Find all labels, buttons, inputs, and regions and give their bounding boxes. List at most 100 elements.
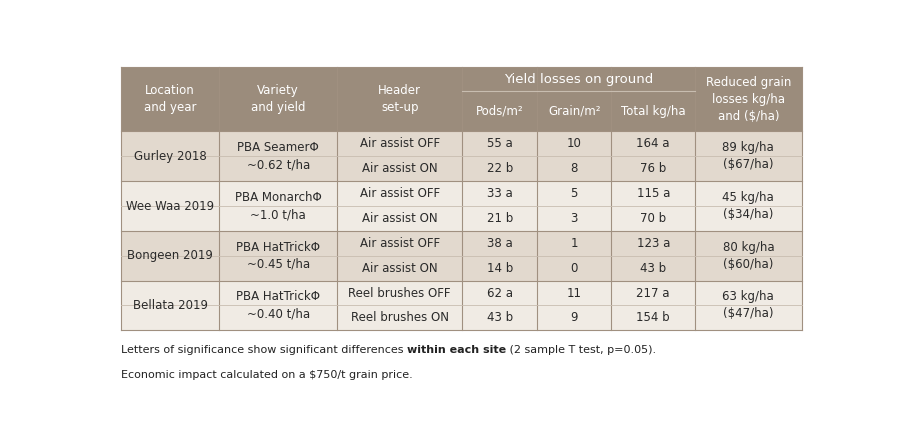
Bar <box>338 132 463 156</box>
Bar <box>611 231 695 256</box>
Text: PBA HatTrickΦ
~0.45 t/ha: PBA HatTrickΦ ~0.45 t/ha <box>236 241 320 271</box>
Bar <box>463 181 537 206</box>
Text: Reel brushes OFF: Reel brushes OFF <box>348 287 451 300</box>
Text: Variety
and yield: Variety and yield <box>251 84 305 114</box>
Bar <box>463 67 537 91</box>
Text: Air assist ON: Air assist ON <box>362 162 437 175</box>
Text: 1: 1 <box>571 237 578 250</box>
Text: Header
set-up: Header set-up <box>378 84 421 114</box>
Bar <box>611 206 695 231</box>
Bar <box>537 91 611 132</box>
Text: 115 a: 115 a <box>636 187 670 200</box>
Bar <box>121 132 220 156</box>
Bar <box>463 306 537 330</box>
Bar <box>463 256 537 281</box>
Bar <box>537 67 611 91</box>
Text: 3: 3 <box>571 212 578 225</box>
Bar <box>695 256 802 281</box>
Text: Bellata 2019: Bellata 2019 <box>132 299 208 312</box>
Bar <box>338 181 463 206</box>
Text: Yield losses on ground: Yield losses on ground <box>504 73 653 86</box>
Text: 0: 0 <box>571 262 578 275</box>
Text: Gurley 2018: Gurley 2018 <box>134 150 206 163</box>
Bar <box>121 281 220 306</box>
Bar <box>611 67 695 91</box>
Text: 217 a: 217 a <box>636 287 670 300</box>
Text: 22 b: 22 b <box>487 162 513 175</box>
Bar <box>338 281 463 306</box>
Text: 10: 10 <box>567 137 581 150</box>
Text: Reduced grain
losses kg/ha
and ($/ha): Reduced grain losses kg/ha and ($/ha) <box>706 76 791 123</box>
Bar <box>121 231 220 256</box>
Text: Location
and year: Location and year <box>144 84 196 114</box>
Text: 154 b: 154 b <box>636 311 670 324</box>
Text: 89 kg/ha
($67/ha): 89 kg/ha ($67/ha) <box>723 141 774 171</box>
Bar <box>611 281 695 306</box>
Bar <box>695 67 802 132</box>
Bar <box>220 256 338 281</box>
Text: Reel brushes ON: Reel brushes ON <box>351 311 449 324</box>
Text: 8: 8 <box>571 162 578 175</box>
Bar <box>537 156 611 181</box>
Bar <box>611 156 695 181</box>
Text: 164 a: 164 a <box>636 137 670 150</box>
Bar <box>537 181 611 206</box>
Bar <box>220 281 338 306</box>
Bar <box>695 306 802 330</box>
Bar <box>463 206 537 231</box>
Text: Economic impact calculated on a $750/t grain price.: Economic impact calculated on a $750/t g… <box>121 370 412 380</box>
Bar <box>537 256 611 281</box>
Bar <box>537 281 611 306</box>
Text: within each site: within each site <box>407 346 506 355</box>
Bar <box>537 132 611 156</box>
Text: 11: 11 <box>567 287 581 300</box>
Bar <box>695 281 802 306</box>
Bar <box>537 231 611 256</box>
Bar <box>463 132 537 156</box>
Text: 21 b: 21 b <box>487 212 513 225</box>
Text: 5: 5 <box>571 187 578 200</box>
Bar <box>220 132 338 156</box>
Text: 76 b: 76 b <box>640 162 666 175</box>
Bar <box>338 206 463 231</box>
Text: Air assist OFF: Air assist OFF <box>360 187 440 200</box>
Bar <box>220 67 338 132</box>
Bar <box>338 156 463 181</box>
Bar <box>611 91 695 132</box>
Text: 14 b: 14 b <box>487 262 513 275</box>
Bar <box>695 206 802 231</box>
Bar <box>695 156 802 181</box>
Bar <box>695 132 802 156</box>
Text: 43 b: 43 b <box>487 311 513 324</box>
Bar <box>537 206 611 231</box>
Text: PBA SeamerΦ
~0.62 t/ha: PBA SeamerΦ ~0.62 t/ha <box>238 141 320 171</box>
Bar <box>338 67 463 132</box>
Text: 123 a: 123 a <box>636 237 670 250</box>
Bar <box>338 306 463 330</box>
Text: Air assist ON: Air assist ON <box>362 212 437 225</box>
Bar <box>121 256 220 281</box>
Text: PBA HatTrickΦ
~0.40 t/ha: PBA HatTrickΦ ~0.40 t/ha <box>236 291 320 320</box>
Bar <box>220 206 338 231</box>
Text: 38 a: 38 a <box>487 237 512 250</box>
Text: 80 kg/ha
($60/ha): 80 kg/ha ($60/ha) <box>723 241 774 271</box>
Text: 43 b: 43 b <box>640 262 666 275</box>
Text: Air assist ON: Air assist ON <box>362 262 437 275</box>
Text: PBA MonarchΦ
~1.0 t/ha: PBA MonarchΦ ~1.0 t/ha <box>235 191 321 221</box>
Bar <box>611 256 695 281</box>
Text: (2 sample T test, p=0.05).: (2 sample T test, p=0.05). <box>506 346 656 355</box>
Text: Pods/m²: Pods/m² <box>476 105 524 118</box>
Text: 45 kg/ha
($34/ha): 45 kg/ha ($34/ha) <box>723 191 774 221</box>
Text: Wee Waa 2019: Wee Waa 2019 <box>126 200 214 213</box>
Bar <box>121 67 220 132</box>
Bar <box>537 306 611 330</box>
Bar <box>463 156 537 181</box>
Bar <box>695 231 802 256</box>
Bar <box>695 181 802 206</box>
Bar <box>463 231 537 256</box>
Bar <box>611 306 695 330</box>
Bar <box>338 256 463 281</box>
Bar <box>611 132 695 156</box>
Text: 70 b: 70 b <box>640 212 666 225</box>
Bar <box>463 281 537 306</box>
